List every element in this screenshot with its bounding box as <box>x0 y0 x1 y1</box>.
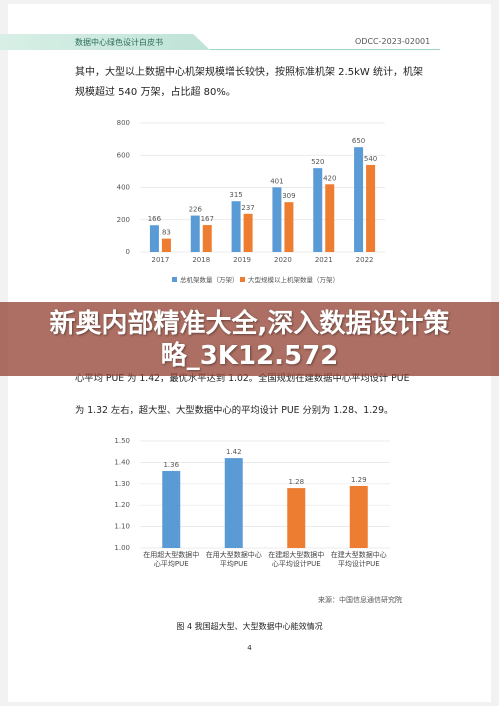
bar <box>272 187 282 252</box>
bar <box>325 184 335 252</box>
x-tick-label: 2017 <box>152 256 170 264</box>
x-tick-label: 在用大型数据中心平均PUE <box>205 551 262 568</box>
x-tick-label: 在用超大型数据中心平均PUE <box>143 551 200 568</box>
bar <box>149 225 159 252</box>
value-label: 1.28 <box>288 478 304 486</box>
value-label: 167 <box>201 215 214 223</box>
bar <box>313 168 323 252</box>
banner <box>0 302 499 376</box>
header-tab <box>0 34 210 50</box>
bar <box>231 201 241 252</box>
y-tick-label: 1.40 <box>114 458 130 466</box>
y-tick-label: 400 <box>117 184 130 192</box>
value-label: 1.36 <box>163 461 179 469</box>
value-label: 166 <box>148 215 162 223</box>
x-tick-label: 2021 <box>315 256 333 264</box>
y-tick-label: 0 <box>126 248 130 256</box>
legend-label: 总机架数量（万架） <box>180 275 239 284</box>
x-tick-label: 2022 <box>356 256 374 264</box>
y-tick-label: 1.00 <box>114 544 130 552</box>
y-tick-label: 200 <box>117 216 130 224</box>
value-label: 540 <box>364 155 377 163</box>
y-tick-label: 800 <box>117 119 130 127</box>
y-tick-label: 1.10 <box>114 523 130 531</box>
value-label: 1.42 <box>226 448 242 456</box>
bar <box>224 458 243 548</box>
bar <box>366 164 376 252</box>
bar <box>202 225 212 252</box>
value-label: 309 <box>282 192 295 200</box>
x-tick-label: 在建超大型数据中心平均设计PUE <box>268 551 325 568</box>
header-code: ODCC-2023-02001 <box>355 37 431 46</box>
paragraph-line: 为 1.32 左右，超大型、大型数据中心的平均设计 PUE 分别为 1.28、1… <box>75 405 394 416</box>
caption: 图 4 我国超大型、大型数据中心能效情况 <box>176 622 323 631</box>
legend-swatch <box>240 277 245 282</box>
page-number: 4 <box>247 644 252 652</box>
value-label: 226 <box>189 206 203 214</box>
bar <box>161 238 171 252</box>
paragraph-line: 心平均 PUE 为 1.42，最优水平达到 1.02。全国规划在建数据中心平均设… <box>75 373 410 384</box>
value-label: 401 <box>270 177 283 185</box>
header-title: 数据中心绿色设计白皮书 <box>75 38 163 47</box>
source: 来源：中国信息通信研究院 <box>318 596 402 604</box>
y-tick-label: 1.50 <box>114 437 130 445</box>
value-label: 650 <box>352 137 365 145</box>
x-tick-label: 2018 <box>192 256 210 264</box>
x-tick-label: 在建大型数据中心平均设计PUE <box>330 551 387 568</box>
y-tick-label: 1.30 <box>114 480 130 488</box>
bar <box>190 215 200 252</box>
header-rule <box>210 49 440 50</box>
bar <box>354 147 364 252</box>
value-label: 1.29 <box>351 476 367 484</box>
bar <box>162 470 181 548</box>
value-label: 520 <box>311 158 324 166</box>
legend-swatch <box>172 277 177 282</box>
paragraph: 其中，大型以上数据中心机架规模增长较快，按照标准机架 2.5kW 统计，机架规模… <box>75 67 423 98</box>
y-tick-label: 1.20 <box>114 501 130 509</box>
bar <box>284 202 294 252</box>
x-tick-label: 2019 <box>233 256 251 264</box>
value-label: 315 <box>229 191 242 199</box>
x-tick-label: 2020 <box>274 256 292 264</box>
bar <box>349 485 368 548</box>
value-label: 83 <box>162 229 171 237</box>
legend-label: 大型规模以上机架数量（万架） <box>248 275 339 284</box>
banner-title: 新奥内部精准大全,深入数据设计策略_3K12.572 <box>49 309 450 371</box>
bar <box>287 488 306 548</box>
value-label: 237 <box>241 204 254 212</box>
bar <box>243 213 253 252</box>
value-label: 420 <box>323 174 336 182</box>
y-tick-label: 600 <box>117 151 130 159</box>
